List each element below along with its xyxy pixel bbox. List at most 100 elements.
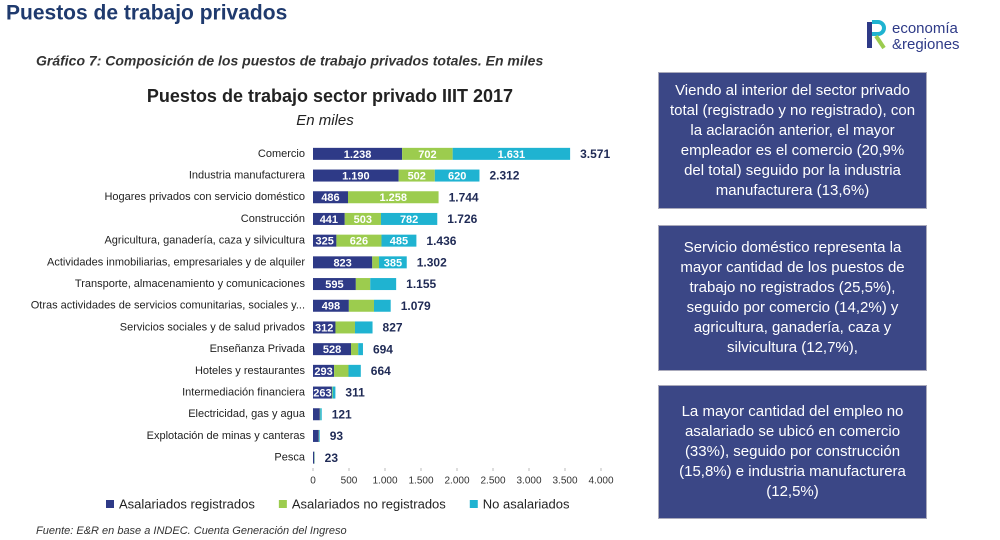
bar-segment bbox=[313, 386, 332, 399]
total-label: 23 bbox=[325, 451, 339, 465]
y-tick-label: Explotación de minas y canteras bbox=[147, 430, 306, 442]
y-tick-label: Hogares privados con servicio doméstico bbox=[104, 191, 305, 203]
y-tick-label: Otras actividades de servicios comunitar… bbox=[31, 300, 305, 312]
bar-segment bbox=[452, 147, 571, 160]
legend-label: Asalariados registrados bbox=[119, 496, 255, 511]
x-tick-label: 2.000 bbox=[444, 476, 469, 487]
bar-segment bbox=[313, 364, 335, 377]
bar-segment bbox=[318, 429, 320, 442]
x-tick-label: 1.000 bbox=[372, 476, 397, 487]
total-label: 827 bbox=[383, 321, 403, 335]
value-label: 620 bbox=[448, 170, 466, 182]
legend-swatch bbox=[469, 500, 478, 508]
value-label: 1.258 bbox=[380, 192, 408, 204]
bar-segment bbox=[347, 191, 439, 204]
source: Fuente: E&R en base a INDEC. Cuenta Gene… bbox=[36, 525, 347, 537]
bar-segment bbox=[313, 191, 348, 204]
bar-segment bbox=[348, 364, 361, 377]
bar-segment bbox=[313, 278, 356, 291]
logo-text: economía bbox=[892, 20, 959, 37]
value-label: 312 bbox=[315, 322, 333, 334]
bar-segment bbox=[398, 169, 435, 182]
value-label: 498 bbox=[322, 301, 340, 313]
total-label: 664 bbox=[371, 364, 391, 378]
value-label: 485 bbox=[390, 236, 408, 248]
legend-swatch bbox=[106, 500, 114, 508]
bar-segment bbox=[402, 147, 453, 160]
value-label: 325 bbox=[316, 236, 334, 248]
note-box: La mayor cantidad del empleo no asalaria… bbox=[658, 385, 927, 519]
y-tick-label: Comercio bbox=[258, 148, 305, 160]
y-tick-label: Industria manufacturera bbox=[189, 169, 306, 181]
total-label: 2.312 bbox=[489, 169, 519, 183]
x-tick-label: 2.500 bbox=[480, 476, 505, 487]
total-label: 121 bbox=[332, 407, 352, 421]
bar-segment bbox=[370, 278, 397, 291]
y-tick-label: Electricidad, gas y agua bbox=[188, 408, 306, 420]
x-tick-label: 1.500 bbox=[408, 476, 433, 487]
chart-subtitle: En miles bbox=[296, 112, 354, 129]
bar-segment bbox=[320, 408, 322, 421]
bar-segment bbox=[351, 343, 359, 356]
value-label: 385 bbox=[384, 257, 402, 269]
logo-icon bbox=[874, 34, 886, 50]
value-label: 702 bbox=[418, 149, 436, 161]
value-label: 486 bbox=[321, 192, 339, 204]
value-label: 1.238 bbox=[344, 149, 372, 161]
value-label: 503 bbox=[354, 214, 372, 226]
bar-segment bbox=[313, 234, 337, 247]
page-title: Puestos de trabajo privados bbox=[6, 2, 287, 25]
bar-segment bbox=[313, 451, 315, 464]
bar-segment bbox=[331, 386, 333, 399]
bar-segment bbox=[348, 299, 374, 312]
value-label: 441 bbox=[320, 214, 338, 226]
x-tick-label: 500 bbox=[341, 476, 358, 487]
bar-segment bbox=[313, 408, 320, 421]
value-label: 263 bbox=[313, 387, 331, 399]
y-tick-label: Enseñanza Privada bbox=[210, 343, 306, 355]
bar-segment bbox=[313, 169, 399, 182]
bar-segment bbox=[434, 169, 480, 182]
value-label: 782 bbox=[400, 214, 418, 226]
value-label: 528 bbox=[323, 344, 341, 356]
page-subtitle: Gráfico 7: Composición de los puestos de… bbox=[36, 53, 543, 69]
bar-segment bbox=[335, 321, 355, 334]
value-label: 1.631 bbox=[498, 149, 526, 161]
total-label: 311 bbox=[345, 386, 365, 400]
y-tick-label: Pesca bbox=[274, 452, 305, 464]
bar-segment bbox=[358, 343, 363, 356]
bar-segment bbox=[372, 256, 380, 269]
x-tick-label: 3.500 bbox=[552, 476, 577, 487]
chart-title: Puestos de trabajo sector privado IIIT 2… bbox=[147, 86, 513, 106]
logo: economía &regiones bbox=[867, 20, 960, 53]
bar-segment bbox=[381, 234, 417, 247]
y-tick-label: Actividades inmobiliarias, empresariales… bbox=[47, 256, 305, 268]
value-label: 626 bbox=[350, 236, 368, 248]
total-label: 1.079 bbox=[401, 299, 431, 313]
total-label: 1.726 bbox=[447, 212, 477, 226]
bar-segment bbox=[313, 256, 373, 269]
total-label: 1.436 bbox=[426, 234, 456, 248]
total-label: 1.744 bbox=[449, 190, 479, 204]
bar-segment bbox=[313, 321, 336, 334]
value-label: 823 bbox=[333, 257, 351, 269]
y-tick-label: Transporte, almacenamiento y comunicacio… bbox=[75, 278, 306, 290]
value-label: 293 bbox=[314, 366, 332, 378]
logo-icon bbox=[872, 20, 886, 36]
bar-segment bbox=[334, 364, 349, 377]
total-label: 1.302 bbox=[417, 256, 447, 270]
total-label: 93 bbox=[330, 429, 344, 443]
bar-segment bbox=[336, 234, 382, 247]
logo-icon bbox=[867, 22, 872, 48]
x-tick-label: 0 bbox=[310, 476, 316, 487]
bar-segment bbox=[332, 386, 336, 399]
y-tick-label: Servicios sociales y de salud privados bbox=[120, 321, 306, 333]
value-label: 595 bbox=[325, 279, 343, 291]
y-tick-label: Construcción bbox=[241, 213, 305, 225]
bar-segment bbox=[380, 212, 438, 225]
y-tick-label: Intermediación financiera bbox=[182, 386, 306, 398]
note-box: Servicio doméstico representa la mayor c… bbox=[658, 225, 927, 371]
total-label: 3.571 bbox=[580, 147, 610, 161]
